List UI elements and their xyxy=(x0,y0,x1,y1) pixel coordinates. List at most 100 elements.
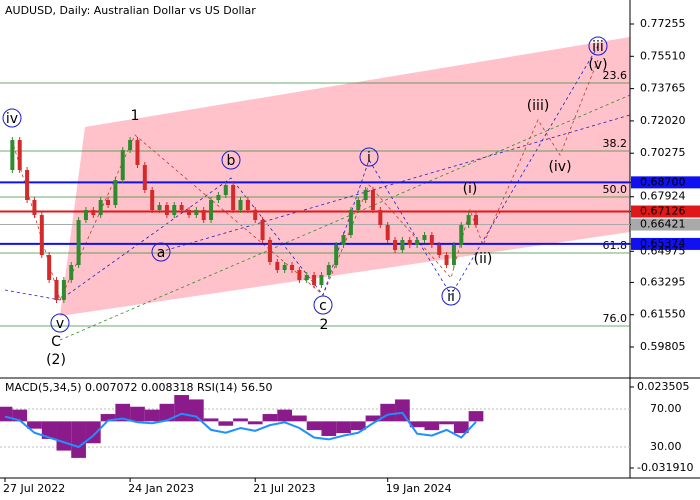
y-tick-label: 0.72020 xyxy=(640,114,686,127)
level-badge xyxy=(631,237,700,250)
macd-bar xyxy=(188,399,204,422)
wave-lines xyxy=(4,45,631,341)
candle xyxy=(459,225,464,246)
candle xyxy=(54,280,59,301)
candle xyxy=(393,240,398,251)
macd-bar xyxy=(130,406,145,422)
y-tick-label: 0.75510 xyxy=(640,49,686,62)
candle xyxy=(444,255,449,266)
macd-bar xyxy=(174,395,189,422)
candle xyxy=(297,270,302,281)
macd-bar xyxy=(468,411,484,422)
wave-label: iii xyxy=(592,39,604,55)
candle xyxy=(69,265,74,281)
candle xyxy=(83,210,88,221)
candle xyxy=(216,195,221,201)
wave-label: 1 xyxy=(131,108,140,124)
macd-bar xyxy=(453,421,469,434)
channel xyxy=(60,37,630,316)
wave-circle xyxy=(441,286,461,306)
candle xyxy=(186,210,191,216)
wave-circle xyxy=(50,313,70,333)
y-tick-label: 0.73765 xyxy=(640,82,686,95)
macd-bar xyxy=(159,403,175,422)
macd-bar xyxy=(306,421,322,431)
wave-circle xyxy=(2,108,22,128)
candle xyxy=(209,200,214,221)
y-tick-label: 0.77255 xyxy=(640,17,686,30)
macd-bar xyxy=(0,406,13,422)
candle xyxy=(312,275,317,286)
macd-bar xyxy=(203,418,219,422)
macd-bar xyxy=(12,409,28,422)
chart-title: AUDUSD, Daily: Australian Dollar vs US D… xyxy=(5,4,256,17)
fib-label: 61.8 xyxy=(603,239,628,252)
fib-label: 38.2 xyxy=(603,137,628,150)
wave-circle xyxy=(151,242,171,262)
wave-circle xyxy=(313,295,333,315)
macd-bar xyxy=(27,421,42,429)
wave-label: v xyxy=(56,316,64,332)
candle xyxy=(422,235,427,241)
wave-label: (i) xyxy=(463,181,478,197)
level-badge xyxy=(631,205,700,218)
candle xyxy=(179,205,184,211)
macd-bar xyxy=(277,409,293,422)
candle xyxy=(378,210,383,226)
candle xyxy=(238,200,243,211)
macd-bar xyxy=(409,421,425,428)
candle xyxy=(290,265,295,271)
candle xyxy=(326,265,331,276)
wave-label: (iii) xyxy=(527,98,550,114)
y-tick-label: 0.64975 xyxy=(640,244,686,257)
y-tick-label: 0.67924 xyxy=(640,190,686,203)
wave-circle xyxy=(221,150,241,170)
x-tick-label: 27 Jul 2022 xyxy=(3,482,65,495)
candle xyxy=(172,205,177,216)
macd-bar xyxy=(144,409,160,422)
x-tick-label: 21 Jul 2023 xyxy=(253,482,315,495)
candle xyxy=(429,235,434,246)
macd-bar xyxy=(262,414,278,422)
candle xyxy=(245,200,250,211)
candle xyxy=(253,210,258,221)
macd-tick-label: -0.031910 xyxy=(637,461,693,474)
candle xyxy=(194,210,199,216)
macd-bar xyxy=(247,421,263,425)
candle xyxy=(466,215,471,226)
fib-label: 50.0 xyxy=(603,183,628,196)
wave-label: (iv) xyxy=(548,159,571,175)
wave-label: (ii) xyxy=(474,251,493,267)
candle xyxy=(106,200,111,206)
candle xyxy=(47,255,52,281)
level-badge xyxy=(631,176,700,189)
fib-label: 76.0 xyxy=(603,312,628,325)
y-tick-label: 0.67126 xyxy=(640,204,686,217)
candle xyxy=(437,245,442,256)
wave-label: c xyxy=(319,298,327,314)
candle xyxy=(304,275,309,281)
macd-bar xyxy=(424,421,440,431)
rsi-line xyxy=(4,411,477,449)
candle xyxy=(25,170,30,201)
macd-bar xyxy=(41,421,57,439)
candle xyxy=(407,240,412,246)
y-tick-label: 0.66421 xyxy=(640,218,686,231)
x-tick-label: 24 Jan 2023 xyxy=(128,482,194,495)
macd-tick-label: 0.023505 xyxy=(637,380,690,393)
y-tick-label: 0.70275 xyxy=(640,146,686,159)
candle xyxy=(17,140,22,171)
fib-label: 23.6 xyxy=(603,69,628,82)
rsi-tick-label: 70.00 xyxy=(650,402,682,415)
wave-label: a xyxy=(157,245,166,261)
candle xyxy=(142,165,147,191)
wave-label: i xyxy=(367,150,371,166)
macd-bar xyxy=(100,414,116,422)
macd-bar xyxy=(395,399,410,422)
y-tick-label: 0.61550 xyxy=(640,308,686,321)
macd-bar xyxy=(71,421,86,458)
candle xyxy=(164,205,169,216)
wave-label: (2) xyxy=(46,352,66,368)
indicator-title: MACD(5,34,5) 0.007072 0.008318 RSI(14) 5… xyxy=(5,381,272,394)
